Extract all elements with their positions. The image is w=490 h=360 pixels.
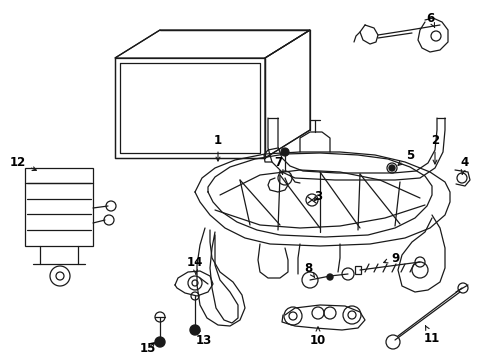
Text: 7: 7 bbox=[274, 156, 283, 174]
Text: 8: 8 bbox=[304, 261, 315, 278]
Circle shape bbox=[190, 325, 200, 335]
Text: 2: 2 bbox=[431, 134, 439, 164]
Text: 11: 11 bbox=[424, 326, 440, 345]
Circle shape bbox=[389, 165, 395, 171]
Circle shape bbox=[281, 148, 289, 156]
Text: 12: 12 bbox=[10, 156, 36, 171]
Circle shape bbox=[327, 274, 333, 280]
Text: 13: 13 bbox=[196, 328, 212, 346]
Circle shape bbox=[155, 337, 165, 347]
Text: 4: 4 bbox=[461, 156, 469, 174]
Text: 3: 3 bbox=[314, 189, 322, 202]
Text: 15: 15 bbox=[140, 342, 156, 355]
Text: 14: 14 bbox=[187, 256, 203, 274]
Text: 5: 5 bbox=[398, 149, 414, 165]
Text: 9: 9 bbox=[384, 252, 399, 265]
Text: 10: 10 bbox=[310, 327, 326, 346]
Text: 1: 1 bbox=[214, 134, 222, 161]
Text: 6: 6 bbox=[426, 12, 435, 27]
